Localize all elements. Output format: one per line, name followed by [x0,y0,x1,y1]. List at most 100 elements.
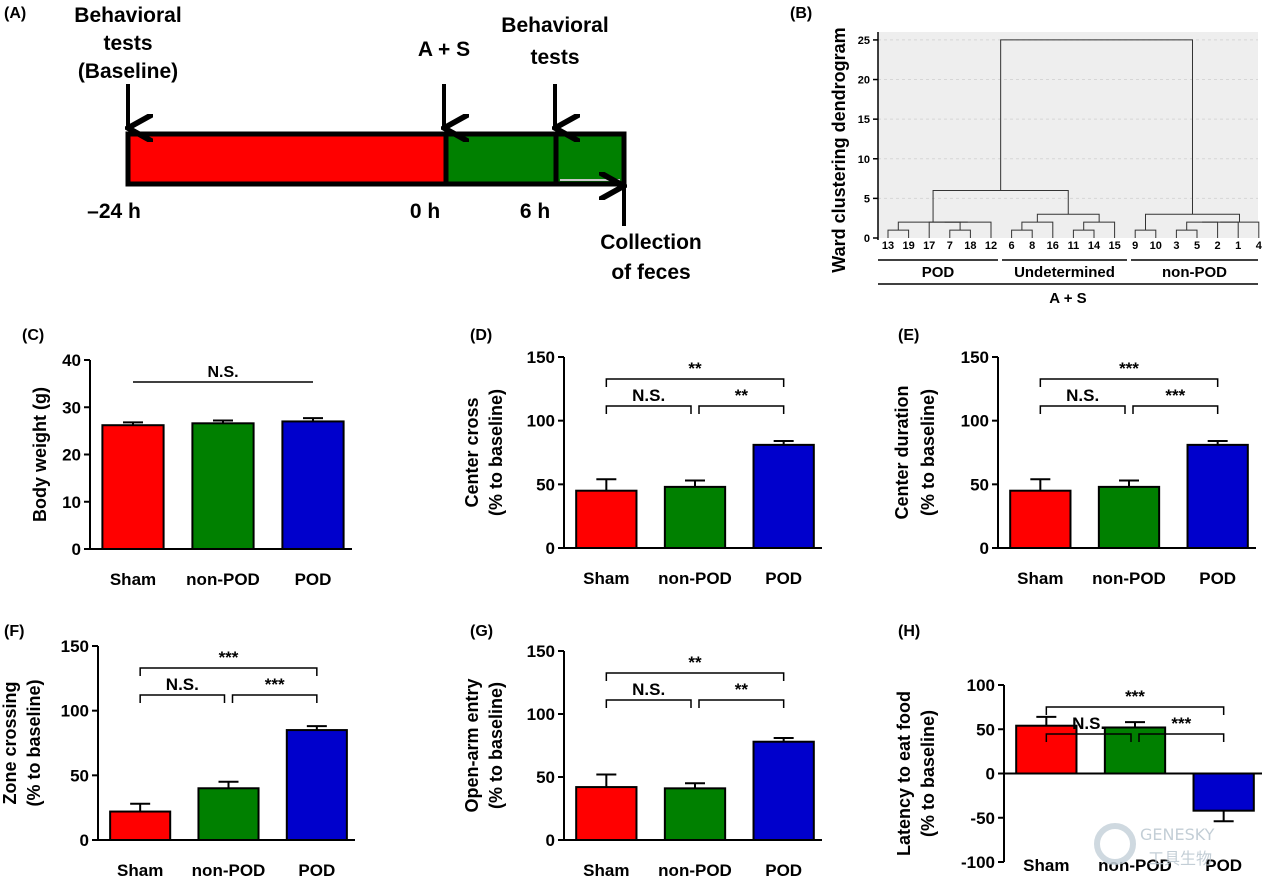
significance-bracket [605,405,692,414]
significance-bracket [139,667,318,676]
chart-zone-crossing: 0 50 100 150 Zone crossing (% to baseline) Sha… [0,637,355,879]
timeline-pre-segment [125,131,449,187]
significance-label: ** [735,680,749,699]
y-tick-label: 0 [72,540,81,559]
x-tick-label: POD [765,569,802,588]
y-tick-label: 50 [976,720,995,739]
bar-non-pod [197,787,260,841]
dendrogram-group-label: Undetermined [1014,264,1115,281]
bar-pod [281,420,345,550]
dendrogram-leaf-label: 6 [1009,240,1015,252]
bar-pod [285,729,348,841]
significance-bracket [139,694,226,703]
dendrogram-link [1011,229,1033,238]
dendrogram-link [949,229,971,238]
x-tick-label: POD [1205,856,1242,875]
dendrogram-group-label: POD [922,264,955,281]
y-tick-label: 50 [970,475,989,494]
dendrogram-link [1134,229,1157,238]
significance-bracket [698,699,785,708]
y-tick-label: 150 [527,348,555,367]
timeline-post-segment-2 [553,131,627,187]
significance-bracket [1039,378,1219,387]
significance-label: *** [1165,386,1185,405]
dendrogram-y-axis-label: Ward clustering dendrogram [829,27,849,272]
y-tick-label: 40 [62,351,81,370]
chart-open-arm-entry: 0 50 100 150 Open-arm entry (% to baseline) Sh… [462,642,822,879]
significance-label: *** [1119,359,1139,378]
y-tick-label: 150 [961,348,989,367]
x-tick-label: POD [298,861,335,879]
dendrogram-link [1072,229,1095,238]
significance-bracket [605,378,785,387]
y-tick-label: 50 [536,475,555,494]
y-axis-label-units: (% to baseline) [486,682,506,809]
dendrogram-leaf-label: 17 [923,240,935,252]
y-axis-label-units: (% to baseline) [918,710,938,837]
y-axis-label-units: (% to baseline) [486,389,506,516]
y-axis-label: Body weight (g) [30,387,50,522]
dendrogram-leaf-label: 4 [1256,240,1263,252]
y-tick-label: 100 [527,412,555,431]
chart-latency-to-eat-food: -100 -50 0 50 100 Latency to eat food (% to ba… [894,676,1262,875]
dendrogram-leaf-label: 13 [882,240,894,252]
x-tick-label: non-POD [658,569,732,588]
significance-label: *** [219,648,239,667]
x-tick-label: Sham [1023,856,1069,875]
x-tick-label: non-POD [186,570,260,589]
timeline-label-as: A + S [418,38,470,61]
x-tick-label: Sham [1017,569,1063,588]
y-tick-label: -50 [970,809,995,828]
y-axis-label: Zone crossing [0,681,20,804]
dendrogram-leaf-label: 16 [1047,240,1059,252]
dendrogram-supergroup-label: A + S [1049,290,1086,307]
panel-label-g: (G) [470,623,493,640]
dendrogram-link [897,221,968,231]
dendrogram-leaf-label: 14 [1088,240,1101,252]
bar-non-pod [663,787,727,842]
bar-non-pod [1097,485,1161,550]
x-tick-label: POD [1199,569,1236,588]
significance-label: ** [688,653,702,672]
y-tick-label: 0 [986,765,995,784]
y-tick-label: 0 [80,831,89,850]
y-axis-label: Latency to eat food [894,691,914,856]
dendrogram-link [932,189,1069,223]
x-tick-label: Sham [583,861,629,879]
significance-label: *** [1171,714,1191,733]
timeline-label-collection-1: Collection [600,231,702,254]
timeline-label-6h: 6 h [520,200,550,223]
watermark-logo: GENESKY 工具生物 [1094,823,1215,868]
dendrogram-leaf-label: 2 [1215,240,1221,252]
dendrogram-leaf-label: 18 [964,240,976,252]
significance-label: N.S. [632,680,665,699]
watermark-text-2: 工具生物 [1148,849,1212,868]
x-tick-label: Sham [110,570,156,589]
dendrogram-leaf-label: 10 [1150,240,1162,252]
y-axis-label: Center duration [892,385,912,519]
panel-label-f: (F) [4,623,24,640]
dendrogram-link [1175,229,1198,238]
significance-label: N.S. [1066,386,1099,405]
timeline-panel: Behavioral tests (Baseline) A + S Behavi… [74,4,701,284]
y-tick-label: 20 [62,446,81,465]
y-tick-label: 100 [61,702,89,721]
dendrogram-leaf-label: 7 [947,240,953,252]
bar-pod [752,443,815,549]
bar-sham [101,424,165,550]
y-axis-label: Center cross [462,397,482,507]
dendrogram-link [1083,221,1116,238]
timeline-label-behavioral-1: Behavioral [501,14,608,37]
significance-label: *** [265,675,285,694]
y-tick-label: 0 [546,831,555,850]
bar-sham [575,786,638,842]
x-tick-label: POD [295,570,332,589]
y-tick-label: 100 [967,676,995,695]
significance-bracket [1132,405,1219,414]
significance-bracket [605,672,785,681]
significance-label: N.S. [166,675,199,694]
timeline-label-collection-2: of feces [611,261,690,284]
dendrogram-y-tick-label: 15 [858,114,870,126]
significance-label: ** [688,359,702,378]
dendrogram-leaf-label: 9 [1132,240,1138,252]
